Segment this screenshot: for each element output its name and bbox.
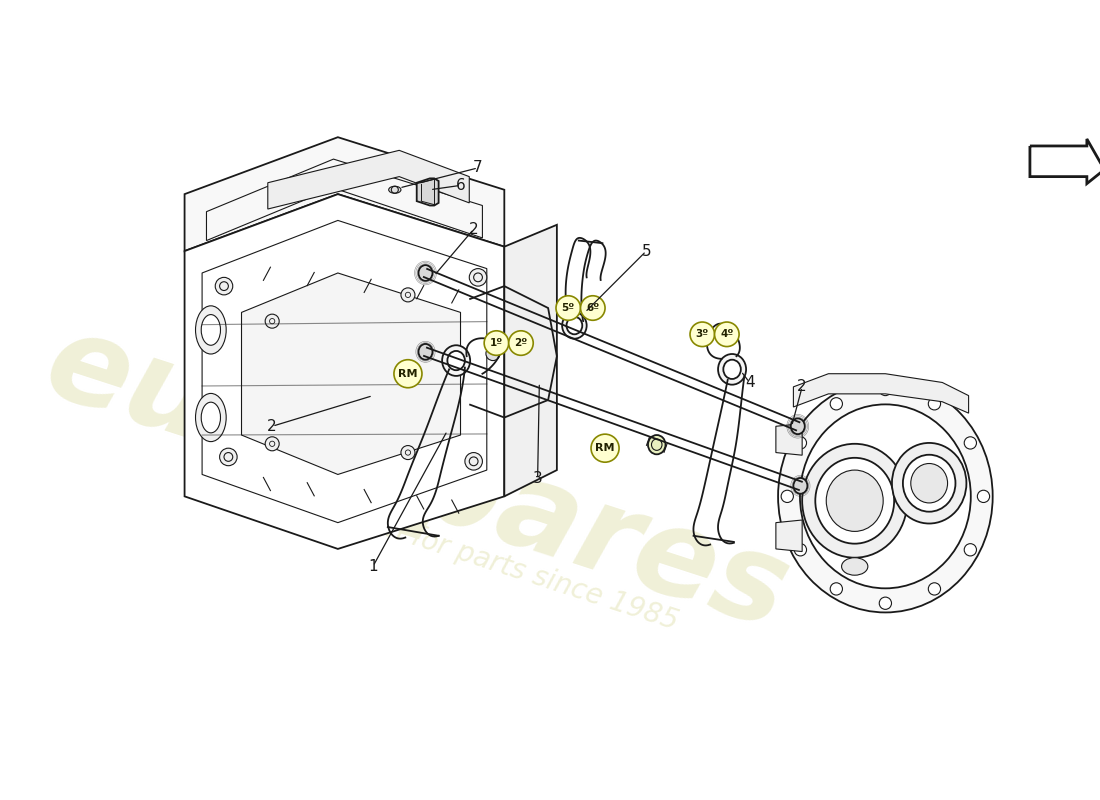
Text: 4º: 4º <box>720 330 734 339</box>
Ellipse shape <box>566 317 582 334</box>
Ellipse shape <box>201 314 220 346</box>
Text: 6: 6 <box>455 178 465 193</box>
Ellipse shape <box>903 454 956 512</box>
Text: RM: RM <box>398 369 418 378</box>
Polygon shape <box>185 194 504 549</box>
Polygon shape <box>776 424 802 455</box>
Ellipse shape <box>418 344 432 360</box>
Circle shape <box>216 278 233 295</box>
Polygon shape <box>242 273 461 474</box>
Text: RM: RM <box>595 443 615 453</box>
Text: 2º: 2º <box>515 338 528 348</box>
Circle shape <box>486 346 499 361</box>
Circle shape <box>265 314 279 328</box>
Ellipse shape <box>648 435 666 454</box>
Polygon shape <box>267 150 470 209</box>
Text: 2: 2 <box>798 379 807 394</box>
Text: 5: 5 <box>641 243 651 258</box>
Circle shape <box>965 544 977 556</box>
Ellipse shape <box>724 360 740 379</box>
Polygon shape <box>417 178 439 206</box>
Circle shape <box>556 296 581 320</box>
Ellipse shape <box>418 265 432 281</box>
Circle shape <box>978 490 990 502</box>
Circle shape <box>394 360 422 388</box>
Text: 1º: 1º <box>490 338 503 348</box>
Text: 1: 1 <box>368 559 377 574</box>
Circle shape <box>794 437 806 449</box>
Text: 5º: 5º <box>562 303 575 313</box>
Text: 2: 2 <box>469 222 478 237</box>
Ellipse shape <box>842 558 868 575</box>
Circle shape <box>794 544 806 556</box>
Text: 6º: 6º <box>586 303 600 313</box>
Ellipse shape <box>196 394 227 442</box>
Circle shape <box>581 296 605 320</box>
Circle shape <box>879 383 891 396</box>
Ellipse shape <box>448 351 465 370</box>
Circle shape <box>484 330 508 355</box>
Text: 3º: 3º <box>695 330 708 339</box>
Text: 2: 2 <box>267 418 277 434</box>
Ellipse shape <box>778 380 992 613</box>
Ellipse shape <box>802 444 908 558</box>
Circle shape <box>265 437 279 451</box>
Ellipse shape <box>793 478 807 494</box>
Ellipse shape <box>911 463 947 503</box>
Circle shape <box>508 330 534 355</box>
Ellipse shape <box>562 312 586 338</box>
Circle shape <box>465 453 483 470</box>
Ellipse shape <box>892 443 967 523</box>
Circle shape <box>830 398 843 410</box>
Polygon shape <box>185 137 504 251</box>
Ellipse shape <box>718 354 746 385</box>
Circle shape <box>928 582 940 595</box>
Circle shape <box>830 582 843 595</box>
Text: 3: 3 <box>532 471 542 486</box>
Text: a passion for parts since 1985: a passion for parts since 1985 <box>274 479 682 636</box>
Text: 7: 7 <box>473 160 483 175</box>
Ellipse shape <box>388 186 400 194</box>
Circle shape <box>690 322 715 346</box>
Polygon shape <box>504 225 557 496</box>
Circle shape <box>879 597 891 610</box>
Text: 4: 4 <box>745 375 755 390</box>
Ellipse shape <box>442 346 470 376</box>
Circle shape <box>400 446 415 459</box>
Circle shape <box>400 288 415 302</box>
Ellipse shape <box>791 418 805 434</box>
Ellipse shape <box>196 306 227 354</box>
Circle shape <box>781 490 793 502</box>
Text: eurospares: eurospares <box>31 304 802 654</box>
Circle shape <box>928 398 940 410</box>
Polygon shape <box>793 374 969 413</box>
Ellipse shape <box>201 402 220 433</box>
Circle shape <box>220 448 238 466</box>
Ellipse shape <box>800 404 971 588</box>
Circle shape <box>715 322 739 346</box>
Ellipse shape <box>826 470 883 531</box>
Ellipse shape <box>815 458 894 544</box>
Polygon shape <box>776 520 802 551</box>
Circle shape <box>470 269 487 286</box>
Circle shape <box>965 437 977 449</box>
Circle shape <box>591 434 619 462</box>
